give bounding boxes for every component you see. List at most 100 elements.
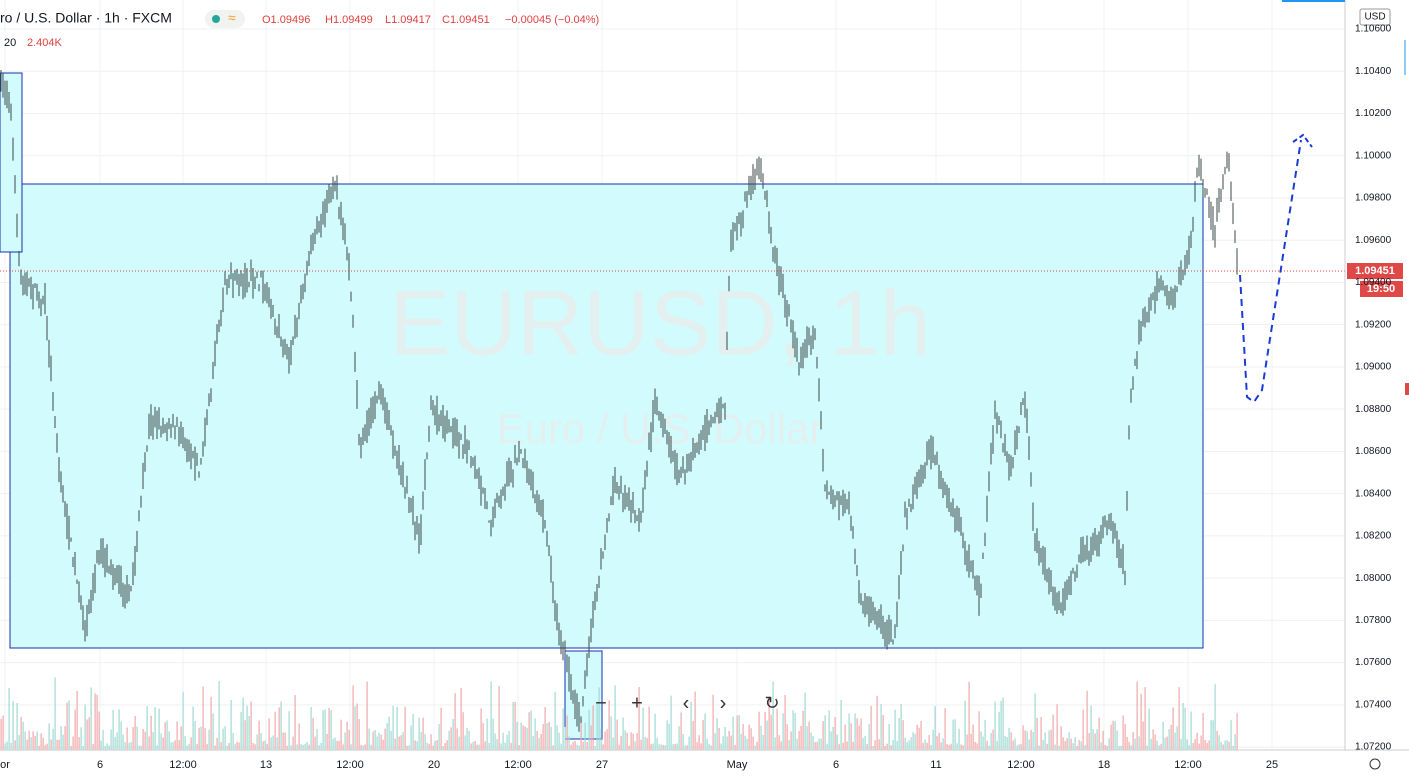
volume-bar bbox=[1132, 731, 1134, 750]
volume-bar bbox=[1052, 714, 1054, 750]
volume-bar bbox=[444, 742, 446, 750]
volume-bar bbox=[350, 744, 352, 750]
time-tick-label: 12:00 bbox=[504, 759, 532, 771]
volume-bar bbox=[492, 718, 494, 750]
volume-bar bbox=[844, 724, 846, 750]
volume-bar bbox=[138, 745, 140, 750]
volume-bar bbox=[902, 720, 904, 750]
volume-bar bbox=[326, 734, 328, 750]
volume-bar bbox=[724, 726, 726, 750]
volume-bar bbox=[598, 687, 600, 750]
volume-bar bbox=[982, 736, 984, 750]
volume-bar bbox=[912, 732, 914, 750]
settings-icon[interactable] bbox=[1369, 758, 1381, 770]
volume-bar bbox=[1102, 730, 1104, 750]
volume-bar bbox=[930, 744, 932, 750]
time-tick-label: 20 bbox=[428, 759, 440, 771]
volume-bar bbox=[52, 728, 54, 750]
countdown: 19:50 bbox=[1367, 283, 1395, 295]
volume-bar bbox=[954, 719, 956, 750]
volume-bar bbox=[468, 730, 470, 750]
volume-bar bbox=[190, 737, 192, 750]
volume-bar bbox=[972, 724, 974, 750]
volume-bar bbox=[86, 719, 88, 750]
volume-bar bbox=[626, 732, 628, 750]
volume-bar bbox=[712, 694, 714, 750]
volume-bar bbox=[380, 734, 382, 750]
volume-bar bbox=[590, 725, 592, 750]
volume-bar bbox=[448, 730, 450, 750]
volume-bar bbox=[854, 713, 856, 750]
volume-bar bbox=[176, 721, 178, 750]
volume-bar bbox=[1134, 738, 1136, 750]
zoom-out[interactable]: − bbox=[595, 692, 607, 714]
volume-bar bbox=[1218, 735, 1220, 750]
volume-bar bbox=[1032, 732, 1034, 750]
volume-bar bbox=[36, 731, 38, 750]
volume-bar bbox=[668, 723, 670, 750]
volume-bar bbox=[1112, 720, 1114, 750]
volume-bar bbox=[890, 745, 892, 750]
volume-bar bbox=[268, 718, 270, 750]
volume-bar bbox=[640, 739, 642, 750]
volume-bar bbox=[608, 700, 610, 750]
volume-bar bbox=[84, 704, 86, 750]
volume-bar bbox=[758, 711, 760, 750]
volume-bar bbox=[128, 742, 130, 750]
volume-bar bbox=[1160, 743, 1162, 750]
volume-bar bbox=[970, 733, 972, 750]
volume-bar bbox=[16, 703, 18, 750]
volume-bar bbox=[192, 706, 194, 750]
zoom-in[interactable]: + bbox=[631, 692, 643, 714]
volume-bar bbox=[1122, 715, 1124, 750]
volume-bar bbox=[260, 733, 262, 750]
volume-bar bbox=[274, 711, 276, 750]
volume-bar bbox=[146, 706, 148, 750]
volume-bar bbox=[88, 717, 90, 750]
volume-bar bbox=[1202, 713, 1204, 750]
reset[interactable]: ↻ bbox=[764, 693, 779, 713]
volume-bar bbox=[410, 725, 412, 750]
volume-bar bbox=[966, 734, 968, 750]
volume-bar bbox=[952, 719, 954, 750]
volume-bar bbox=[1090, 705, 1092, 750]
volume-bar bbox=[152, 732, 154, 750]
volume-bar bbox=[798, 730, 800, 750]
volume-bar bbox=[986, 740, 988, 750]
volume-bar bbox=[488, 743, 490, 750]
volume-bar bbox=[292, 736, 294, 750]
volume-bar bbox=[156, 745, 158, 750]
scroll-right[interactable]: › bbox=[720, 692, 727, 714]
volume-bar bbox=[1192, 743, 1194, 750]
volume-bar bbox=[1166, 736, 1168, 750]
range-box bbox=[9, 183, 1204, 649]
price-tick-label: 1.08600 bbox=[1355, 446, 1392, 457]
volume-bar bbox=[490, 681, 492, 750]
volume-bar bbox=[940, 742, 942, 750]
price-tick-label: 1.10000 bbox=[1355, 150, 1392, 161]
volume-bar bbox=[524, 726, 526, 750]
volume-bar bbox=[690, 701, 692, 750]
volume-bar bbox=[258, 720, 260, 750]
volume-bar bbox=[1188, 745, 1190, 750]
volume-bar bbox=[892, 739, 894, 750]
volume-bar bbox=[820, 738, 822, 750]
volume-bar bbox=[200, 726, 202, 750]
volume-bar bbox=[1040, 717, 1042, 750]
volume-bar bbox=[100, 740, 102, 750]
scroll-left[interactable]: ‹ bbox=[683, 692, 690, 714]
volume-bar bbox=[96, 694, 98, 750]
volume-bar bbox=[1030, 729, 1032, 750]
volume-bar bbox=[250, 701, 252, 750]
volume-bar bbox=[1002, 697, 1004, 750]
volume-bar bbox=[1020, 744, 1022, 750]
volume-bar bbox=[656, 737, 658, 750]
close: C1.09451 bbox=[442, 14, 490, 26]
volume-bar bbox=[756, 741, 758, 750]
volume-bar bbox=[998, 711, 1000, 750]
volume-bar bbox=[388, 716, 390, 750]
volume-bar bbox=[1116, 730, 1118, 750]
currency-box[interactable] bbox=[1359, 8, 1391, 26]
volume-bar bbox=[324, 709, 326, 750]
volume-bar bbox=[118, 709, 120, 750]
